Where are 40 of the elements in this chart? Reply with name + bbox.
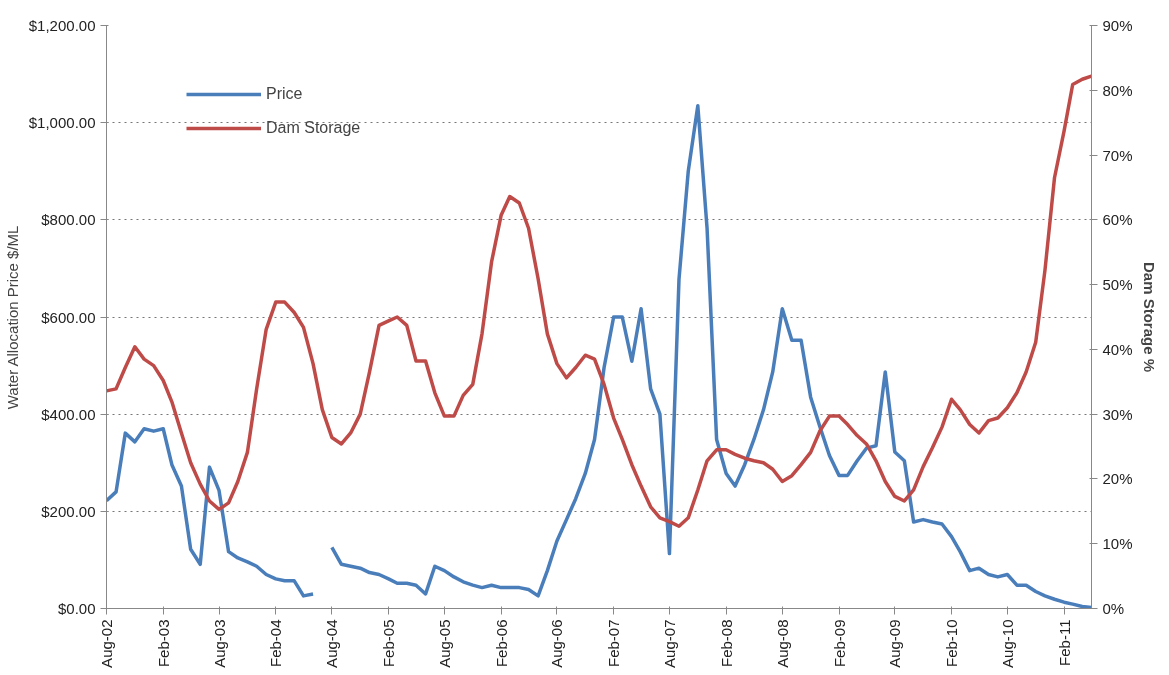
y2-tick-label: 10% bbox=[1102, 535, 1133, 553]
x-tick-label: Aug-03 bbox=[210, 619, 228, 668]
x-tick-label: Aug-06 bbox=[548, 619, 566, 668]
x-tick-label: Feb-07 bbox=[605, 619, 623, 668]
y-tick-label: $0.00 bbox=[57, 600, 96, 617]
x-tick-label: Aug-02 bbox=[98, 619, 115, 668]
y-tick-label: $1,000.00 bbox=[28, 114, 96, 132]
x-tick-label: Aug-10 bbox=[998, 619, 1016, 668]
x-tick-label: Aug-04 bbox=[323, 619, 341, 668]
legend-label: Price bbox=[266, 85, 303, 103]
x-tick-label: Aug-08 bbox=[773, 619, 791, 668]
y2-tick-label: 50% bbox=[1102, 276, 1133, 294]
x-tick-label: Feb-11 bbox=[1055, 619, 1073, 666]
x-tick-label: Aug-09 bbox=[886, 619, 904, 668]
x-tick-label: Feb-10 bbox=[943, 619, 961, 668]
y2-tick-label: 40% bbox=[1102, 340, 1133, 358]
x-tick-label: Feb-08 bbox=[717, 619, 735, 668]
y-tick-label: $200.00 bbox=[41, 502, 96, 520]
line-series bbox=[106, 74, 1092, 528]
x-tick-label: Feb-03 bbox=[154, 619, 172, 668]
x-tick-label: Aug-07 bbox=[660, 619, 678, 668]
legend-label: Dam Storage bbox=[266, 119, 361, 137]
x-tick-label: Aug-05 bbox=[435, 619, 453, 668]
y-tick-label: $800.00 bbox=[41, 211, 96, 229]
x-tick-label: Feb-06 bbox=[492, 619, 510, 668]
y2-tick-label: 90% bbox=[1102, 17, 1133, 34]
y-axis-title: Water Allocation Price $/ML bbox=[3, 225, 21, 410]
y-tick-label: $600.00 bbox=[41, 308, 96, 326]
y2-tick-label: 80% bbox=[1102, 81, 1133, 99]
y2-tick-label: 70% bbox=[1102, 146, 1133, 164]
y2-tick-label: 30% bbox=[1102, 405, 1133, 423]
y2-tick-label: 0% bbox=[1102, 600, 1125, 617]
x-tick-label: Feb-05 bbox=[380, 619, 398, 668]
y-tick-label: $1,200.00 bbox=[28, 17, 96, 34]
y2-tick-label: 60% bbox=[1102, 211, 1133, 229]
x-tick-label: Feb-04 bbox=[267, 619, 285, 668]
y2-axis-title: Dam Storage % bbox=[1140, 261, 1158, 373]
y2-tick-label: 20% bbox=[1102, 470, 1133, 488]
y-tick-label: $400.00 bbox=[41, 405, 96, 423]
x-tick-label: Feb-09 bbox=[830, 619, 848, 668]
